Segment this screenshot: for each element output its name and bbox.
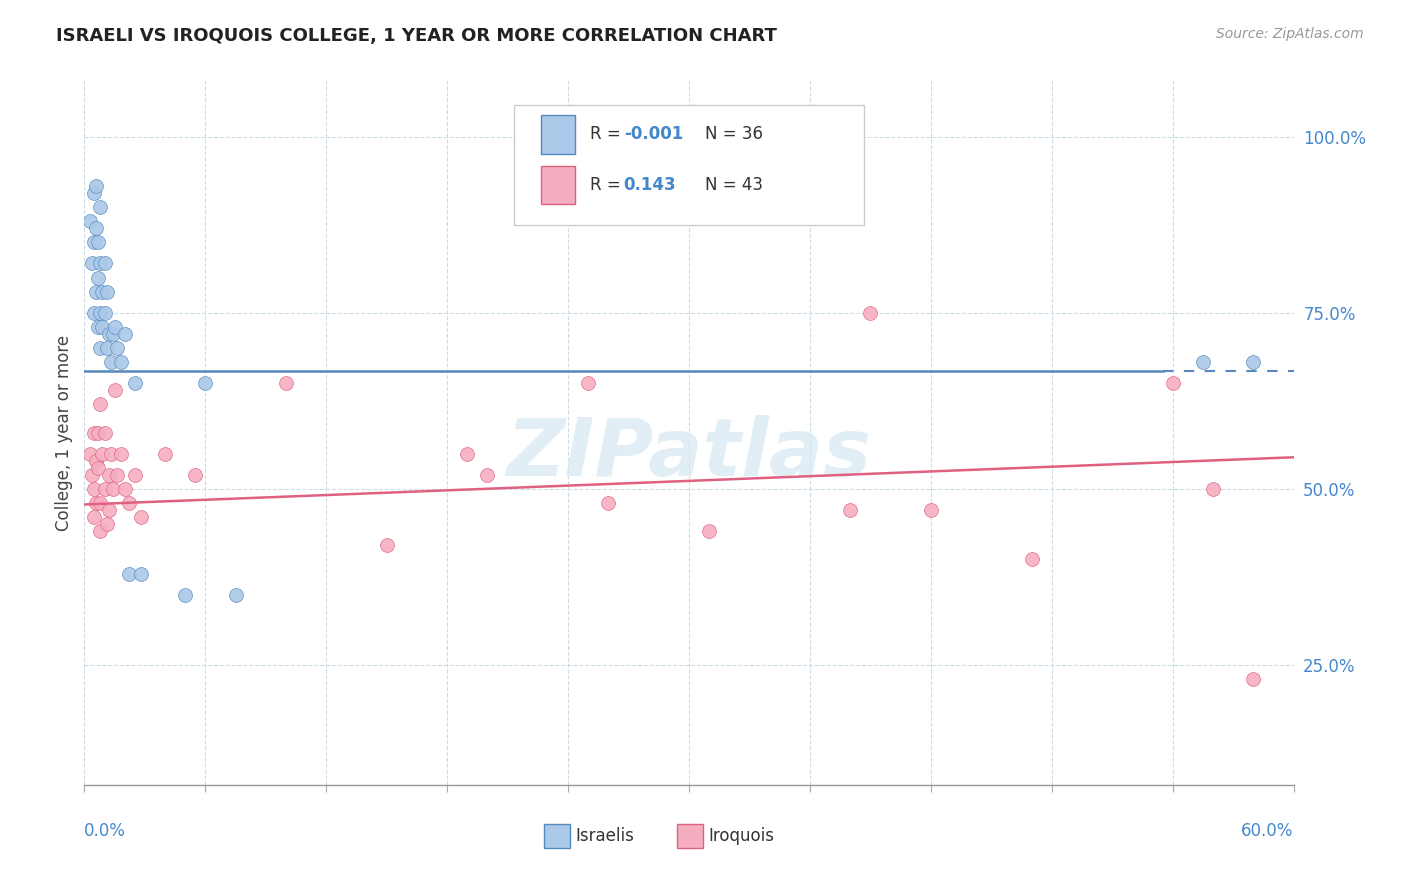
Point — [96, 341, 118, 355]
Point — [124, 376, 146, 391]
Point — [89, 397, 111, 411]
Point — [839, 503, 862, 517]
Text: 0.143: 0.143 — [624, 176, 676, 194]
Point — [79, 214, 101, 228]
Text: ZIPatlas: ZIPatlas — [506, 415, 872, 492]
Point — [89, 524, 111, 539]
Point — [86, 221, 108, 235]
Point — [91, 447, 114, 461]
Point — [598, 496, 620, 510]
Point — [83, 425, 105, 440]
Point — [96, 517, 118, 532]
Point — [105, 467, 128, 482]
Point — [87, 270, 110, 285]
Point — [114, 326, 136, 341]
Text: Iroquois: Iroquois — [709, 828, 775, 846]
Point — [118, 496, 141, 510]
Point — [89, 496, 111, 510]
Point — [96, 285, 118, 299]
Point — [100, 355, 122, 369]
Point — [83, 306, 105, 320]
Point — [89, 200, 111, 214]
Point — [859, 306, 882, 320]
Point — [89, 306, 111, 320]
FancyBboxPatch shape — [676, 823, 703, 848]
Point — [104, 384, 127, 398]
Point — [697, 524, 720, 539]
Point — [82, 467, 104, 482]
Text: N = 43: N = 43 — [704, 176, 762, 194]
FancyBboxPatch shape — [544, 823, 571, 848]
Point — [101, 326, 124, 341]
Text: Israelis: Israelis — [575, 828, 634, 846]
Point — [477, 467, 499, 482]
Y-axis label: College, 1 year or more: College, 1 year or more — [55, 334, 73, 531]
Text: -0.001: -0.001 — [624, 125, 683, 144]
Point — [97, 467, 120, 482]
Point — [83, 235, 105, 250]
Point — [93, 256, 115, 270]
Point — [93, 482, 115, 496]
Point — [101, 482, 124, 496]
FancyBboxPatch shape — [541, 166, 575, 204]
Point — [93, 425, 115, 440]
Point — [174, 588, 197, 602]
Point — [91, 319, 114, 334]
Text: 60.0%: 60.0% — [1241, 822, 1294, 839]
Point — [576, 376, 599, 391]
Text: N = 36: N = 36 — [704, 125, 762, 144]
Point — [194, 376, 217, 391]
Point — [86, 454, 108, 468]
Text: ISRAELI VS IROQUOIS COLLEGE, 1 YEAR OR MORE CORRELATION CHART: ISRAELI VS IROQUOIS COLLEGE, 1 YEAR OR M… — [56, 27, 778, 45]
Point — [225, 588, 247, 602]
Point — [129, 566, 152, 581]
Point — [375, 538, 398, 552]
Point — [129, 510, 152, 524]
Point — [153, 447, 176, 461]
Point — [97, 326, 120, 341]
Point — [86, 285, 108, 299]
FancyBboxPatch shape — [513, 105, 865, 225]
Point — [105, 341, 128, 355]
Point — [104, 319, 127, 334]
Point — [124, 467, 146, 482]
Point — [456, 447, 478, 461]
Point — [87, 319, 110, 334]
Point — [83, 510, 105, 524]
Point — [920, 503, 942, 517]
Text: Source: ZipAtlas.com: Source: ZipAtlas.com — [1216, 27, 1364, 41]
Point — [110, 447, 132, 461]
Point — [86, 178, 108, 194]
Point — [114, 482, 136, 496]
Point — [87, 460, 110, 475]
Point — [91, 285, 114, 299]
Text: 0.0%: 0.0% — [84, 822, 127, 839]
Point — [1241, 673, 1264, 687]
Point — [79, 447, 101, 461]
Point — [89, 256, 111, 270]
Point — [86, 496, 108, 510]
Point — [87, 235, 110, 250]
Point — [89, 341, 111, 355]
Point — [1241, 355, 1264, 369]
Point — [274, 376, 297, 391]
Point — [184, 467, 207, 482]
FancyBboxPatch shape — [541, 115, 575, 153]
Point — [97, 503, 120, 517]
Point — [118, 566, 141, 581]
Point — [110, 355, 132, 369]
Point — [93, 306, 115, 320]
Point — [83, 186, 105, 200]
Point — [1202, 482, 1225, 496]
Point — [87, 425, 110, 440]
Text: R =: R = — [589, 125, 626, 144]
Point — [1161, 376, 1184, 391]
Point — [100, 447, 122, 461]
Point — [1021, 552, 1043, 566]
Point — [82, 256, 104, 270]
Point — [1192, 355, 1215, 369]
Text: R =: R = — [589, 176, 631, 194]
Point — [83, 482, 105, 496]
